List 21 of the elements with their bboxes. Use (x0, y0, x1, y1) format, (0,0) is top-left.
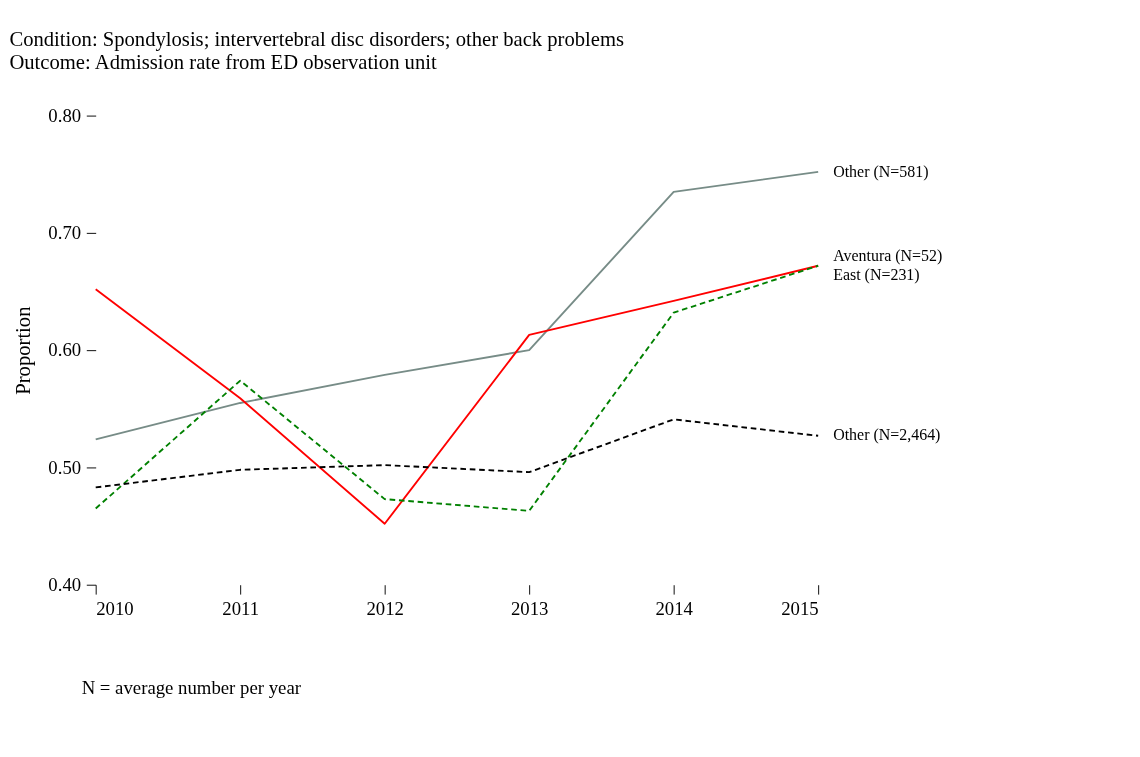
y-tick-label: 0.70 (48, 221, 82, 243)
y-tick-label: 0.80 (48, 104, 82, 126)
x-tick-label: 2014 (655, 598, 694, 620)
x-tick-label: 2013 (510, 598, 549, 620)
x-tick-label: 2011 (222, 598, 260, 620)
x-tick-label: 2015 (781, 598, 819, 620)
y-tick-label: 0.60 (48, 339, 82, 361)
series-label: East (N=231) (833, 265, 920, 284)
series-label: Other (N=2,464) (833, 426, 941, 445)
chart-title: Condition: Spondylosis; intervertebral disc disorders; other back problems (9, 28, 625, 52)
text: N = average number per year (81, 676, 302, 698)
series-label: Aventura (N=52) (833, 247, 943, 266)
x-tick-label: 2010 (96, 598, 134, 620)
series-label: Other (N=581) (833, 162, 929, 181)
line-series (94, 170, 820, 441)
y-tick-label: 0.50 (48, 456, 82, 478)
chart-subtitle: Outcome: Admission rate from ED observation unit (9, 50, 437, 73)
x-tick-label: 2012 (366, 598, 404, 620)
y-tick-label: 0.40 (48, 573, 82, 595)
line-series (94, 418, 820, 489)
y-axis-title: Proportion (12, 306, 36, 395)
